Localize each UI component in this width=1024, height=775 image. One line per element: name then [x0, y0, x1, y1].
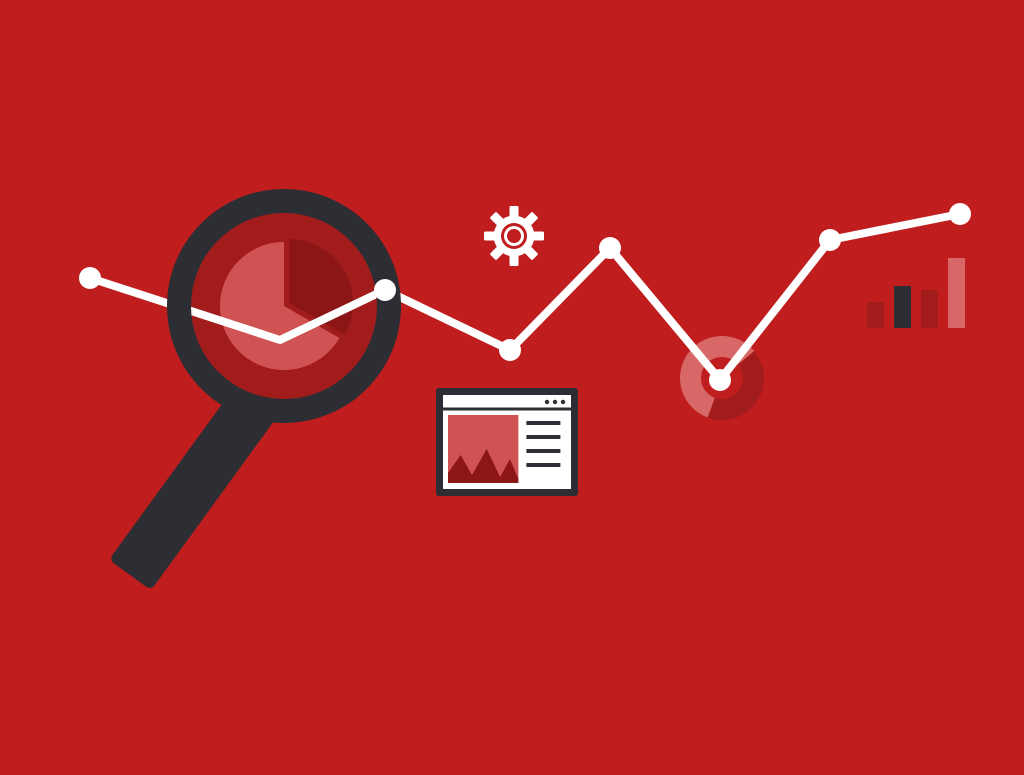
- text-line: [526, 421, 560, 425]
- trend-node: [499, 339, 521, 361]
- trend-node: [79, 267, 101, 289]
- bar: [948, 258, 965, 328]
- analytics-infographic: [0, 0, 1024, 775]
- trend-node: [709, 369, 731, 391]
- text-line: [526, 449, 560, 453]
- bar: [921, 290, 938, 328]
- background: [0, 0, 1024, 775]
- trend-node: [599, 237, 621, 259]
- window-control-dot: [545, 400, 549, 404]
- bar: [894, 286, 911, 328]
- text-line: [526, 463, 560, 467]
- gear-icon: [484, 206, 544, 266]
- text-line: [526, 435, 560, 439]
- bar: [867, 302, 884, 328]
- browser-window-icon: [436, 388, 578, 496]
- trend-node: [819, 229, 841, 251]
- window-control-dot: [553, 400, 557, 404]
- window-control-dot: [561, 400, 565, 404]
- trend-node: [374, 279, 396, 301]
- infographic-svg: [0, 0, 1024, 775]
- trend-node: [949, 203, 971, 225]
